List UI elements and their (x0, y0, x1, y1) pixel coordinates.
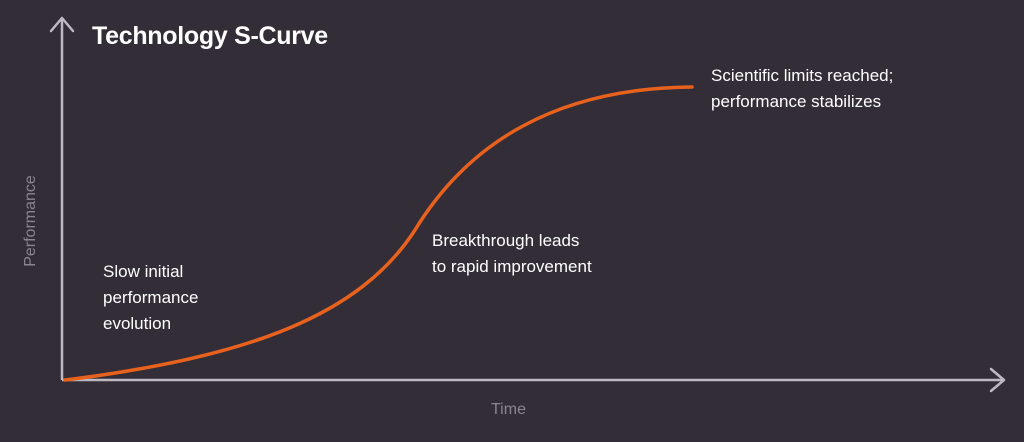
annotation-slow-initial: Slow initial performance evolution (103, 259, 198, 337)
annotation-line: to rapid improvement (432, 257, 592, 276)
annotation-line: performance (103, 288, 199, 307)
annotation-breakthrough: Breakthrough leads to rapid improvement (432, 228, 592, 280)
annotation-line: Slow initial (103, 262, 184, 281)
s-curve-line (63, 85, 694, 382)
diagram-title: Technology S-Curve (92, 22, 328, 50)
x-axis-label: Time (491, 401, 526, 418)
annotation-line: evolution (103, 314, 172, 333)
annotation-line: Scientific limits reached; (711, 66, 894, 85)
y-axis-label: Performance (22, 175, 39, 267)
x-axis-arrow-icon (989, 367, 1006, 393)
annotation-line: performance stabilizes (711, 92, 882, 111)
annotation-line: Breakthrough leads (432, 231, 580, 250)
y-axis-arrow-icon (49, 16, 75, 33)
annotation-limits-reached: Scientific limits reached; performance s… (711, 63, 893, 115)
